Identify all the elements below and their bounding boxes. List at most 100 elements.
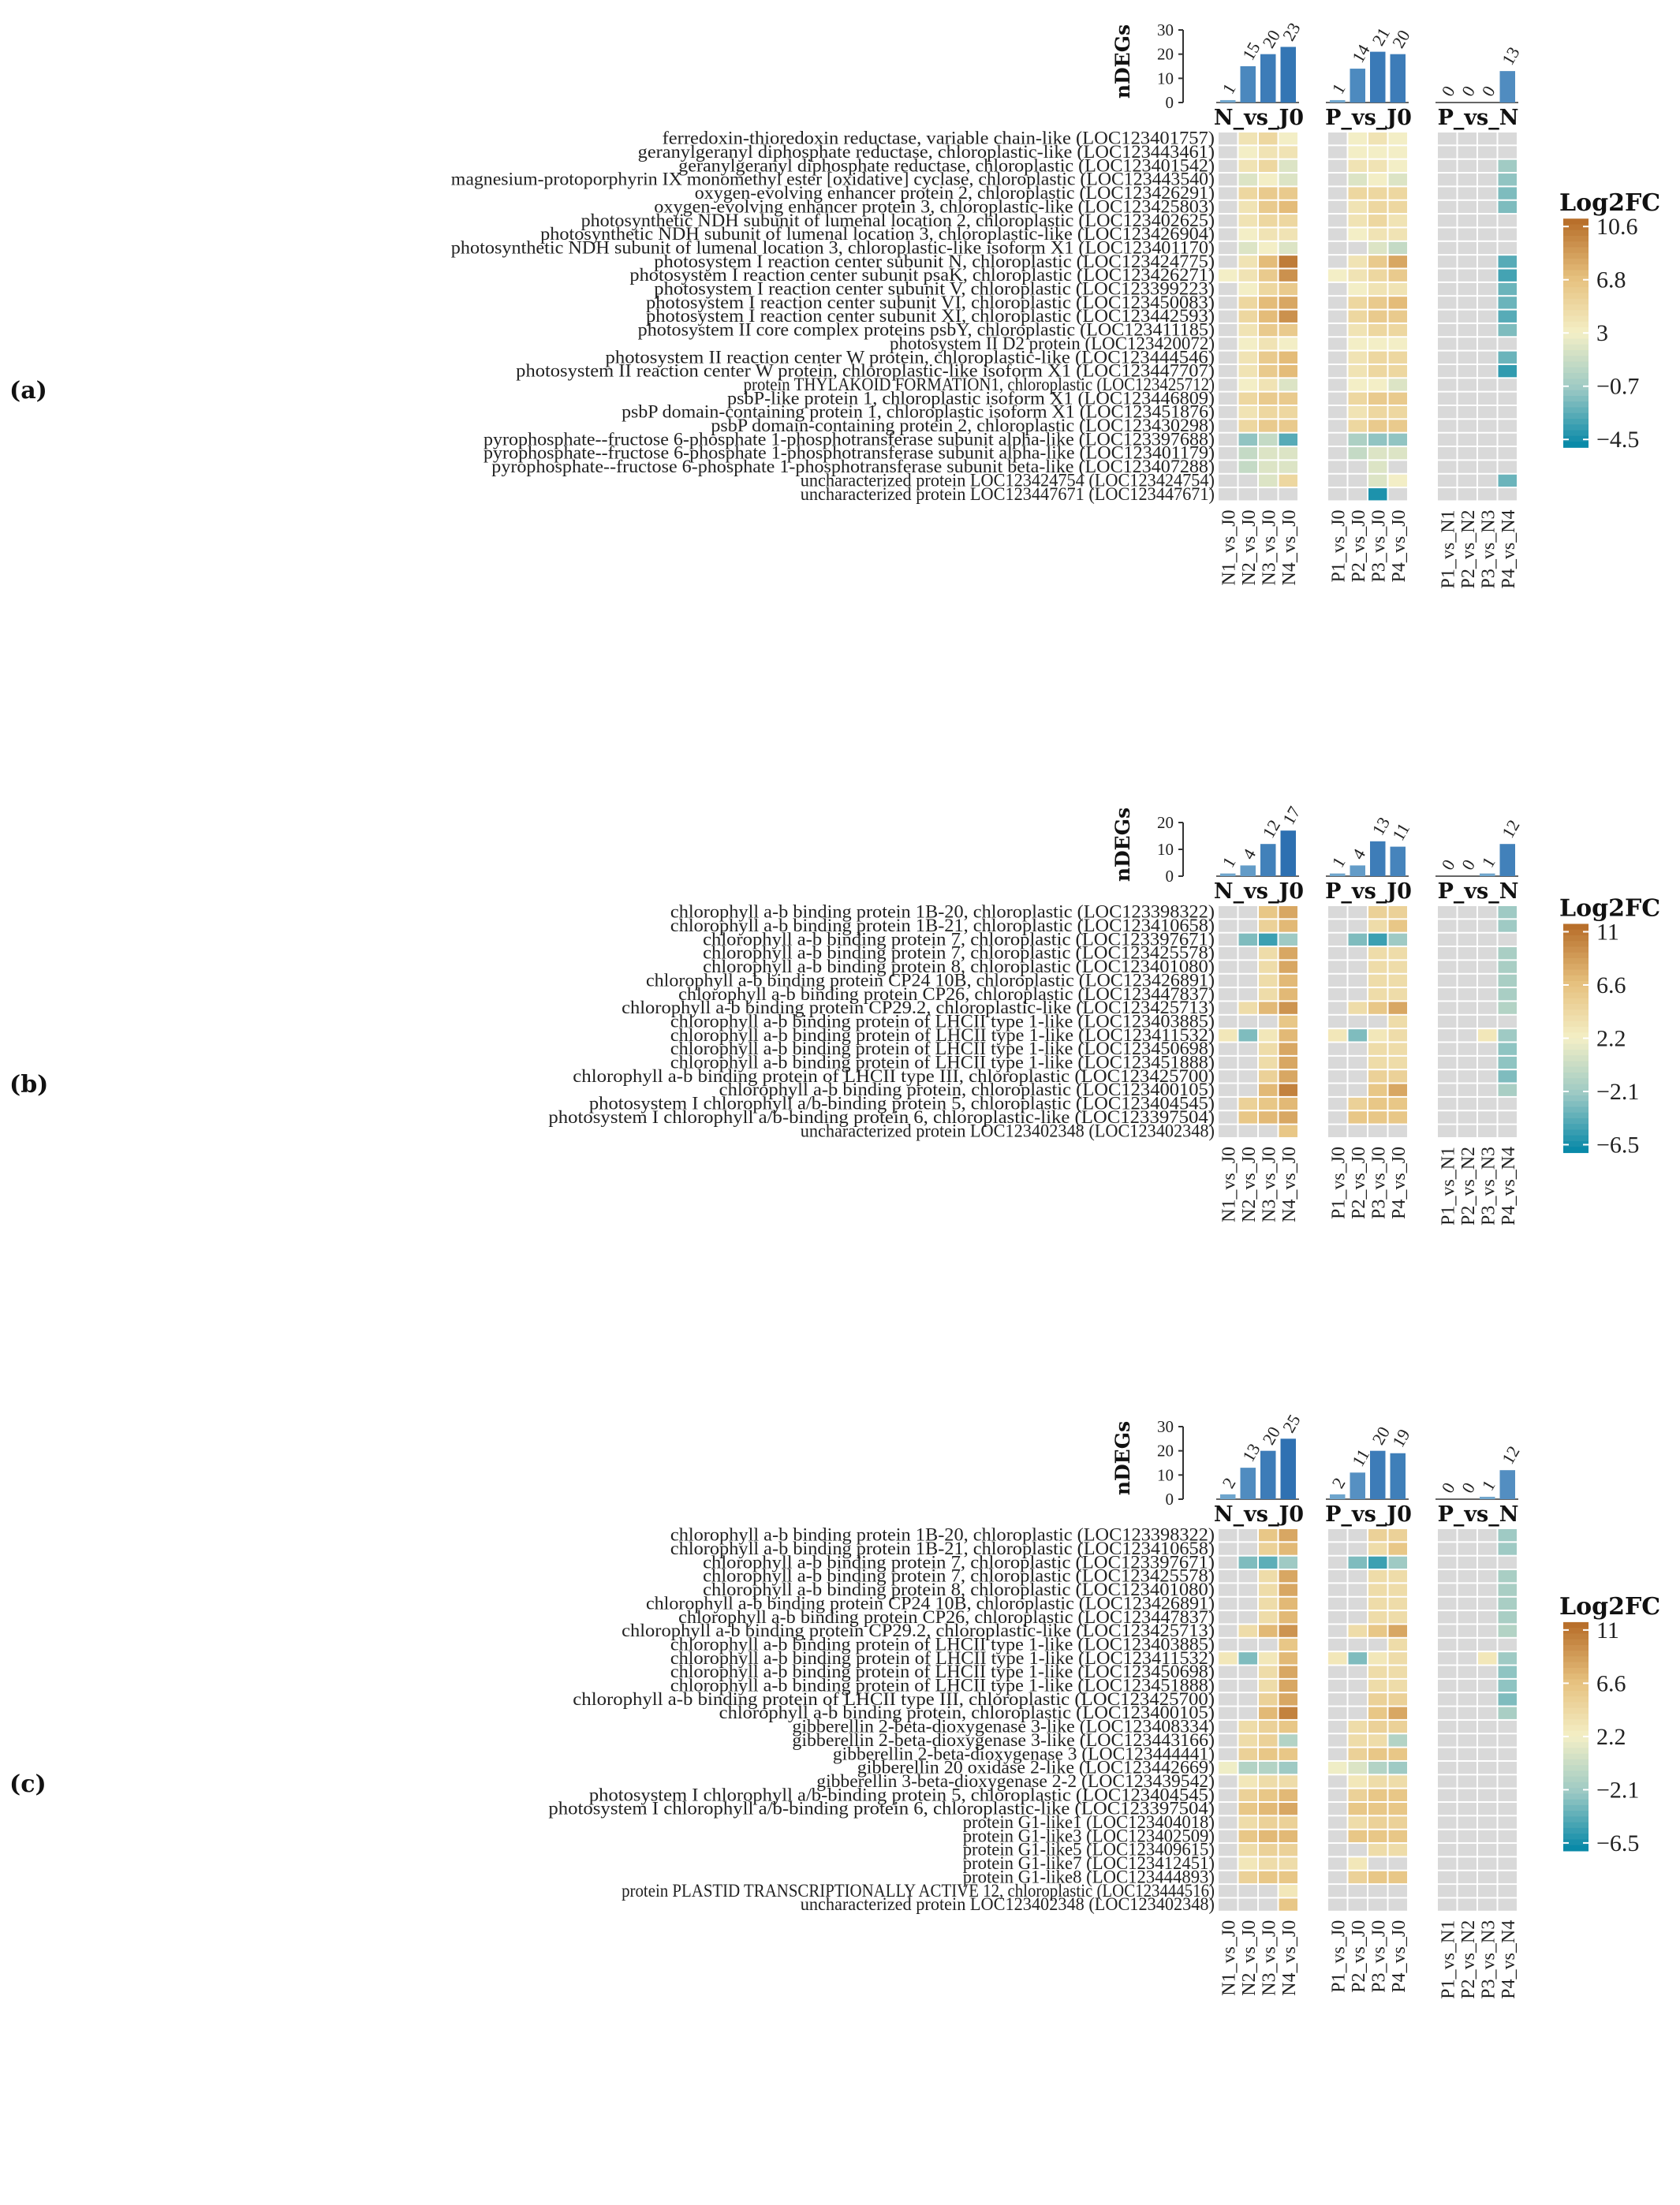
gene-label: chlorophyll a-b binding protein 7, chlor… — [703, 1566, 1215, 1586]
legend-gradient-step — [1563, 293, 1589, 300]
legend-gradient-step — [1563, 1702, 1589, 1709]
heatmap-cell — [1279, 1529, 1297, 1542]
heatmap-cell — [1219, 310, 1238, 323]
legend-gradient-step — [1563, 247, 1589, 254]
column-label: P4_vs_N4 — [1499, 1920, 1519, 1999]
heatmap-cell — [1259, 433, 1278, 446]
legend-gradient-step — [1563, 1822, 1589, 1829]
legend-gradient-step — [1563, 1009, 1589, 1017]
heatmap-cell — [1328, 933, 1347, 946]
heatmap-cell — [1348, 1015, 1367, 1028]
ndegs-axis-title: nDEGs — [1111, 808, 1134, 882]
heatmap-cell — [1478, 433, 1497, 446]
heatmap-cell — [1388, 1625, 1407, 1637]
heatmap-cell — [1348, 1720, 1367, 1733]
heatmap-cell — [1478, 132, 1497, 145]
legend-gradient-step — [1563, 1770, 1589, 1778]
heatmap-cell — [1259, 1638, 1278, 1651]
heatmap-cell — [1279, 1720, 1297, 1733]
ndegs-bar — [1390, 846, 1406, 876]
heatmap-cell — [1438, 1029, 1457, 1042]
heatmap-cell — [1238, 1803, 1257, 1815]
heatmap-cell — [1219, 228, 1238, 241]
heatmap-cell — [1478, 420, 1497, 432]
heatmap-cell — [1498, 1816, 1517, 1829]
legend-gradient-step — [1563, 1066, 1589, 1073]
heatmap-cell — [1478, 1625, 1497, 1637]
heatmap-cell — [1259, 1043, 1278, 1055]
heatmap-cell — [1259, 282, 1278, 296]
heatmap-cell — [1478, 1734, 1497, 1747]
heatmap-cell — [1388, 1638, 1407, 1651]
heatmap-cell — [1348, 1885, 1367, 1897]
heatmap-cell — [1348, 379, 1367, 391]
heatmap-cell — [1328, 215, 1347, 227]
group-title: P_vs_J0 — [1325, 879, 1412, 904]
legend-gradient-step — [1563, 1049, 1589, 1056]
heatmap-cell — [1348, 1666, 1367, 1678]
heatmap-cell — [1478, 1816, 1497, 1829]
heatmap-cell — [1368, 1125, 1387, 1137]
gene-label: chlorophyll a-b binding protein CP26, ch… — [678, 984, 1215, 1004]
gene-label: chlorophyll a-b binding protein 7, chlor… — [703, 943, 1215, 963]
heatmap-cell — [1219, 433, 1238, 446]
heatmap-cell — [1368, 1584, 1387, 1596]
heatmap-cell — [1388, 1056, 1407, 1069]
heatmap-cell — [1259, 364, 1278, 378]
legend-gradient-step — [1563, 1656, 1589, 1663]
heatmap-cell — [1219, 488, 1238, 501]
heatmap-cell — [1219, 1584, 1238, 1596]
heatmap-cell — [1238, 433, 1257, 446]
heatmap-cell — [1438, 187, 1457, 200]
ndegs-tick-label: 30 — [1157, 1417, 1174, 1436]
legend-gradient-step — [1563, 379, 1589, 386]
heatmap-cell — [1238, 1885, 1257, 1897]
heatmap-cell — [1259, 159, 1278, 173]
heatmap-cell — [1328, 351, 1347, 364]
heatmap-cell — [1259, 1720, 1278, 1733]
heatmap-cell — [1348, 1748, 1367, 1760]
heatmap-cell — [1368, 146, 1387, 159]
ndegs-bar — [1260, 1450, 1276, 1499]
heatmap-cell — [1219, 1125, 1238, 1137]
heatmap-cell — [1219, 447, 1238, 460]
legend-gradient-step — [1563, 1725, 1589, 1732]
heatmap-cell — [1279, 1734, 1297, 1747]
heatmap-cell — [1368, 379, 1387, 391]
heatmap-cell — [1348, 1111, 1367, 1124]
gene-label: chlorophyll a-b binding protein 1B-21, c… — [670, 916, 1215, 935]
heatmap-cell — [1388, 906, 1407, 919]
gene-label: chlorophyll a-b binding protein of LHCII… — [670, 1025, 1215, 1045]
heatmap-cell — [1368, 1720, 1387, 1733]
heatmap-cell — [1279, 1816, 1297, 1829]
heatmap-cell — [1259, 933, 1278, 946]
heatmap-cell — [1279, 1543, 1297, 1555]
gene-label: pyrophosphate--fructose 6-phosphate 1-ph… — [483, 443, 1215, 463]
heatmap-cell — [1219, 173, 1238, 186]
heatmap-cell — [1348, 1734, 1367, 1747]
legend-tick-label: −2.1 — [1596, 1079, 1639, 1105]
heatmap-cell — [1368, 488, 1387, 501]
heatmap-cell — [1328, 282, 1347, 296]
heatmap-cell — [1348, 256, 1367, 268]
heatmap-cell — [1219, 1734, 1238, 1747]
heatmap-cell — [1368, 1070, 1387, 1083]
heatmap-cell — [1219, 920, 1238, 932]
heatmap-cell — [1458, 1789, 1477, 1801]
heatmap-cell — [1458, 297, 1477, 309]
heatmap-cell — [1348, 159, 1367, 173]
legend-gradient-step — [1563, 344, 1589, 351]
heatmap-cell — [1238, 228, 1257, 241]
heatmap-cell — [1458, 338, 1477, 350]
heatmap-cell — [1498, 338, 1517, 350]
heatmap-cell — [1478, 488, 1497, 501]
heatmap-cell — [1238, 159, 1257, 173]
heatmap-cell — [1279, 1556, 1297, 1569]
heatmap-cell — [1348, 1857, 1367, 1870]
heatmap-cell — [1388, 974, 1407, 987]
heatmap-cell — [1498, 1611, 1517, 1624]
heatmap-cell — [1348, 1652, 1367, 1665]
heatmap-cell — [1328, 906, 1347, 919]
heatmap-cell — [1498, 1885, 1517, 1897]
